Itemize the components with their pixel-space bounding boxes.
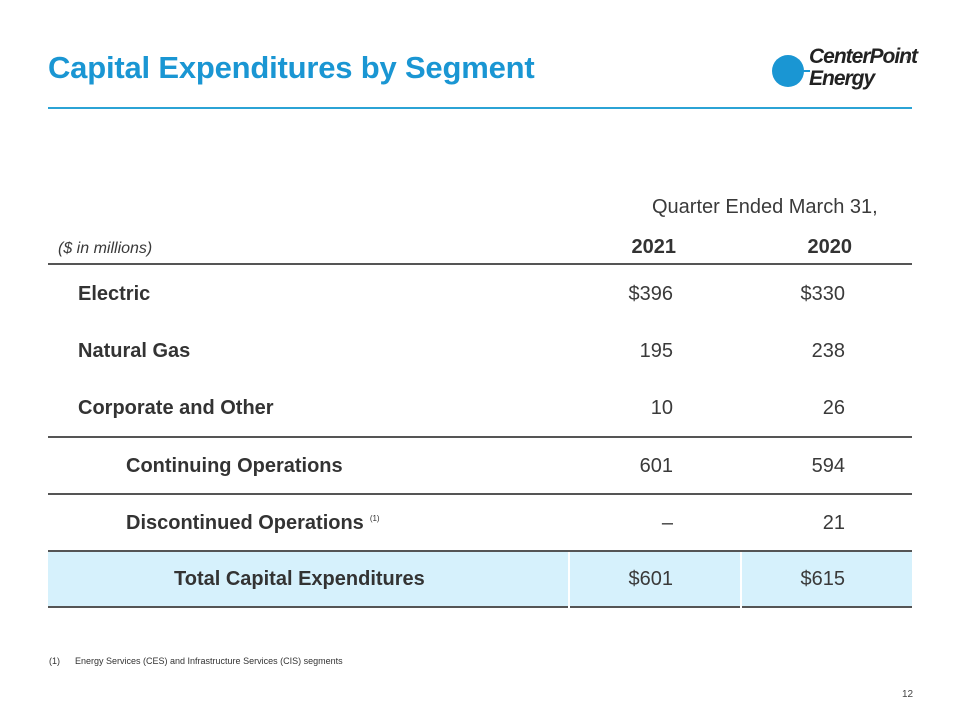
logo-line2: Energy — [809, 67, 875, 90]
value-2021: 601 — [639, 455, 673, 477]
logo-line-icon — [788, 70, 810, 72]
total-2021: $601 — [628, 568, 674, 590]
value-2020: $330 — [800, 283, 846, 305]
table-row-corporate-other: Corporate and Other 10 26 — [48, 380, 912, 437]
value-2021: 10 — [650, 397, 673, 419]
value-2020: 238 — [811, 340, 845, 362]
footnote-1: (1) Energy Services (CES) and Infrastruct… — [49, 656, 343, 666]
header-rule — [48, 263, 912, 265]
slide-title: Capital Expenditures by Segment — [48, 50, 535, 85]
row-label: Electric — [78, 283, 151, 305]
title-divider — [48, 107, 912, 109]
table-row-continuing-operations: Continuing Operations 601 594 — [48, 438, 912, 495]
table-row-electric: Electric $396 $330 — [48, 266, 912, 323]
year-header-2020: 2020 — [807, 236, 853, 258]
row-label: Corporate and Other — [78, 397, 274, 419]
footnote-text: Energy Services (CES) and Infrastructure… — [75, 656, 343, 666]
row-label-text: Discontinued Operations — [126, 512, 364, 534]
table-row-total: Total Capital Expenditures $601 $615 — [48, 552, 912, 608]
period-header: Quarter Ended March 31, — [652, 196, 878, 218]
value-2021: – — [661, 512, 673, 534]
page-number: 12 — [902, 689, 914, 700]
registered-mark: ® — [906, 56, 912, 63]
row-label: Continuing Operations — [126, 455, 343, 477]
value-2021: 195 — [639, 340, 673, 362]
logo-wordmark: CenterPoint Energy — [809, 45, 918, 90]
year-header-2021: 2021 — [631, 236, 677, 258]
column-separator — [568, 552, 570, 608]
centerpoint-energy-logo: CenterPoint Energy ® — [772, 44, 918, 100]
value-2020: 594 — [811, 455, 845, 477]
row-label: Discontinued Operations (1) — [126, 512, 380, 535]
row-divider — [48, 436, 912, 438]
row-divider — [48, 550, 912, 552]
value-2021: $396 — [628, 283, 674, 305]
table-row-discontinued-operations: Discontinued Operations (1) – 21 — [48, 495, 912, 552]
logo-line1: CenterPoint — [809, 45, 918, 68]
row-divider — [48, 493, 912, 495]
total-label: Total Capital Expenditures — [174, 568, 425, 590]
value-2020: 21 — [822, 512, 845, 534]
footnote-ref: (1) — [369, 514, 380, 524]
total-2020: $615 — [800, 568, 846, 590]
units-label: ($ in millions) — [58, 240, 153, 257]
row-label: Natural Gas — [78, 340, 191, 362]
footnote-marker: (1) — [49, 656, 60, 666]
column-separator — [740, 552, 742, 608]
value-2020: 26 — [822, 397, 845, 419]
table-row-natural-gas: Natural Gas 195 238 — [48, 323, 912, 380]
